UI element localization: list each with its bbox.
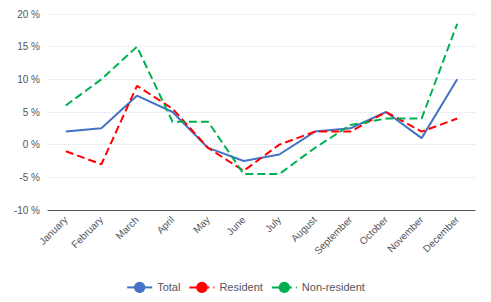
svg-text:January: January: [37, 214, 70, 247]
svg-text:December: December: [421, 214, 462, 255]
svg-text:August: August: [289, 214, 319, 244]
svg-text:Non-resident: Non-resident: [302, 281, 365, 293]
svg-text:15 %: 15 %: [17, 41, 40, 52]
svg-text:February: February: [69, 214, 105, 250]
svg-text:May: May: [191, 214, 212, 235]
svg-text:Resident: Resident: [219, 281, 262, 293]
svg-text:10 %: 10 %: [17, 74, 40, 85]
svg-text:June: June: [225, 214, 248, 237]
svg-text:-5 %: -5 %: [19, 172, 40, 183]
svg-text:July: July: [263, 214, 283, 234]
svg-text:September: September: [312, 214, 355, 257]
svg-text:5 %: 5 %: [23, 107, 40, 118]
svg-text:November: November: [385, 214, 426, 255]
svg-text:March: March: [113, 214, 140, 241]
svg-text:0 %: 0 %: [23, 139, 40, 150]
svg-text:April: April: [155, 214, 177, 236]
svg-text:Total: Total: [157, 281, 180, 293]
svg-text:October: October: [357, 214, 390, 247]
svg-text:-10 %: -10 %: [14, 205, 40, 216]
svg-text:20 %: 20 %: [17, 9, 40, 20]
